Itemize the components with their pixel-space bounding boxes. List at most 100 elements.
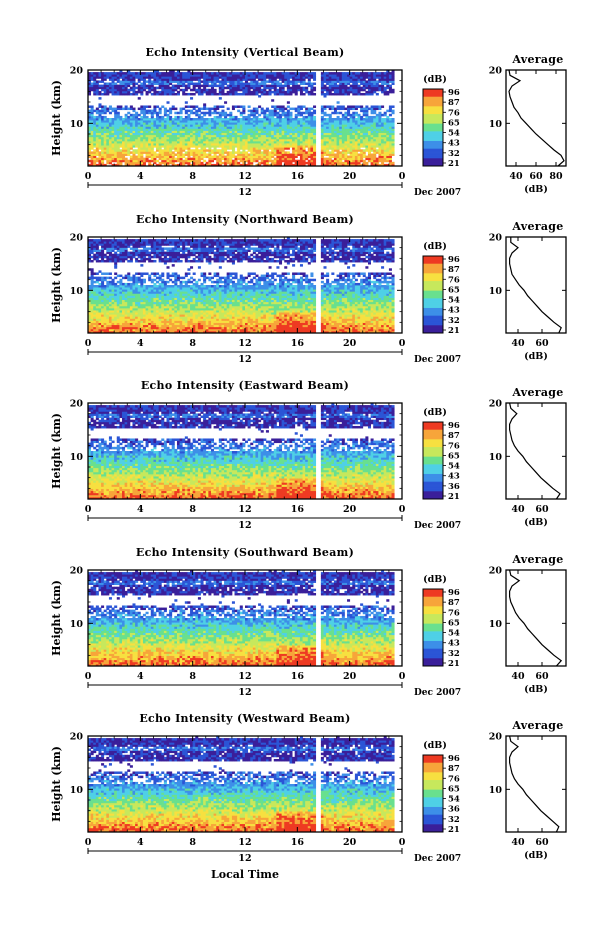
y-axis-label: Height (km) — [50, 80, 63, 156]
x-tick-label: 0 — [399, 338, 406, 349]
colorbar-tick-label: 76 — [448, 774, 460, 784]
x-tick-label: 4 — [137, 171, 144, 182]
profile-x-label: (dB) — [524, 351, 548, 362]
x-tick-label: 8 — [189, 837, 196, 848]
profile-y-tick-label: 10 — [489, 286, 503, 297]
profile-x-tick-label: 60 — [535, 837, 549, 848]
x-tick-label: 0 — [399, 504, 406, 515]
colorbar-tick-label: 76 — [448, 108, 460, 118]
profile-line — [509, 569, 563, 667]
colorbar-unit: (dB) — [423, 574, 447, 585]
y-tick-label: 20 — [70, 233, 84, 244]
panel-title: Echo Intensity (Vertical Beam) — [145, 46, 344, 59]
profile-frame — [505, 236, 567, 334]
profile-title: Average — [511, 386, 563, 399]
profile-x-tick-label: 40 — [511, 338, 525, 349]
colorbar-tick-label: 21 — [448, 159, 460, 169]
colorbar-tick-label: 32 — [448, 649, 460, 659]
panel-1: Echo Intensity (Vertical Beam) 0 4 8 12 16 20 0… — [50, 46, 567, 198]
y-axis-label: Height (km) — [50, 746, 63, 822]
x-tick-label: 12 — [238, 837, 251, 848]
panel-3: Echo Intensity (Eastward Beam) 0 4 8 12 16 20 0… — [50, 379, 567, 531]
profile-x-tick-label: 40 — [511, 671, 525, 682]
heatmap — [88, 736, 395, 833]
date-label: Dec 2007 — [414, 355, 461, 365]
average-profile: Average 40 60 80 10 20 (dB) — [489, 53, 567, 195]
profile-x-tick-label: 60 — [535, 504, 549, 515]
colorbar-tick-label: 36 — [448, 482, 460, 492]
colorbar-tick-label: 54 — [448, 462, 460, 472]
heatmap — [88, 570, 395, 667]
x-tick-label: 20 — [343, 504, 357, 515]
average-profile: Average 40 60 10 20 (dB) — [489, 719, 567, 861]
profile-x-tick-label: 60 — [535, 338, 549, 349]
profile-title: Average — [511, 220, 563, 233]
x-tick-label: 0 — [85, 171, 92, 182]
colorbar-tick-label: 87 — [448, 598, 460, 608]
colorbar-tick-label: 65 — [448, 784, 460, 794]
colorbar-tick-label: 87 — [448, 764, 460, 774]
day-label: 12 — [238, 853, 251, 864]
colorbar-unit: (dB) — [423, 407, 447, 418]
panel-4: Echo Intensity (Southward Beam) 0 4 8 12 16 20… — [50, 546, 567, 698]
x-tick-label: 8 — [189, 338, 196, 349]
profile-y-tick-label: 20 — [489, 566, 503, 577]
average-profile: Average 40 60 10 20 (dB) — [489, 220, 567, 362]
profile-frame — [505, 735, 567, 833]
profile-y-tick-label: 10 — [489, 119, 503, 130]
colorbar-tick-label: 87 — [448, 265, 460, 275]
day-label: 12 — [238, 520, 251, 531]
profile-line — [509, 237, 562, 334]
date-label: Dec 2007 — [414, 521, 461, 531]
profile-frame — [505, 402, 567, 500]
colorbar-tick-label: 96 — [448, 255, 460, 265]
colorbar-tick-label: 65 — [448, 118, 460, 128]
profile-x-tick-label: 40 — [509, 171, 523, 182]
y-tick-label: 20 — [70, 566, 84, 577]
profile-line — [509, 735, 560, 833]
x-tick-label: 0 — [85, 837, 92, 848]
profile-frame — [505, 569, 567, 667]
colorbar-tick-label: 32 — [448, 316, 460, 326]
colorbar-tick-label: 54 — [448, 129, 460, 139]
colorbar-unit: (dB) — [423, 241, 447, 252]
x-tick-label: 16 — [291, 338, 305, 349]
x-tick-label: 8 — [189, 504, 196, 515]
profile-x-label: (dB) — [524, 684, 548, 695]
colorbar-tick-label: 65 — [448, 618, 460, 628]
profile-x-tick-label: 60 — [535, 671, 549, 682]
profile-x-label: (dB) — [524, 184, 548, 195]
colorbar-tick-label: 54 — [448, 795, 460, 805]
y-tick-label: 10 — [70, 452, 84, 463]
x-tick-label: 0 — [85, 504, 92, 515]
x-tick-label: 0 — [85, 338, 92, 349]
heatmap — [88, 403, 395, 500]
colorbar-tick-label: 96 — [448, 588, 460, 598]
x-tick-label: 0 — [399, 837, 406, 848]
y-tick-label: 10 — [70, 785, 84, 796]
x-tick-label: 8 — [189, 671, 196, 682]
x-tick-label: 4 — [137, 504, 144, 515]
profile-y-tick-label: 20 — [489, 732, 503, 743]
panel-title: Echo Intensity (Eastward Beam) — [141, 379, 349, 392]
x-tick-label: 20 — [343, 338, 357, 349]
panel-5: Echo Intensity (Westward Beam) 0 4 8 12 16 20 0… — [50, 712, 567, 864]
colorbar-tick-label: 65 — [448, 451, 460, 461]
colorbar-tick-label: 21 — [448, 825, 460, 835]
profile-x-tick-label: 80 — [549, 171, 563, 182]
x-tick-label: 16 — [291, 837, 305, 848]
colorbar-tick-label: 21 — [448, 492, 460, 502]
y-axis-label: Height (km) — [50, 247, 63, 323]
colorbar-tick-label: 21 — [448, 659, 460, 669]
x-tick-label: 0 — [399, 671, 406, 682]
x-tick-label: 20 — [343, 837, 357, 848]
colorbar-tick-label: 87 — [448, 431, 460, 441]
profile-x-tick-label: 40 — [511, 837, 525, 848]
x-tick-label: 4 — [137, 837, 144, 848]
profile-title: Average — [511, 53, 563, 66]
colorbar-tick-label: 54 — [448, 629, 460, 639]
panel-2: Echo Intensity (Northward Beam) 0 4 8 12 16 20… — [50, 213, 567, 365]
